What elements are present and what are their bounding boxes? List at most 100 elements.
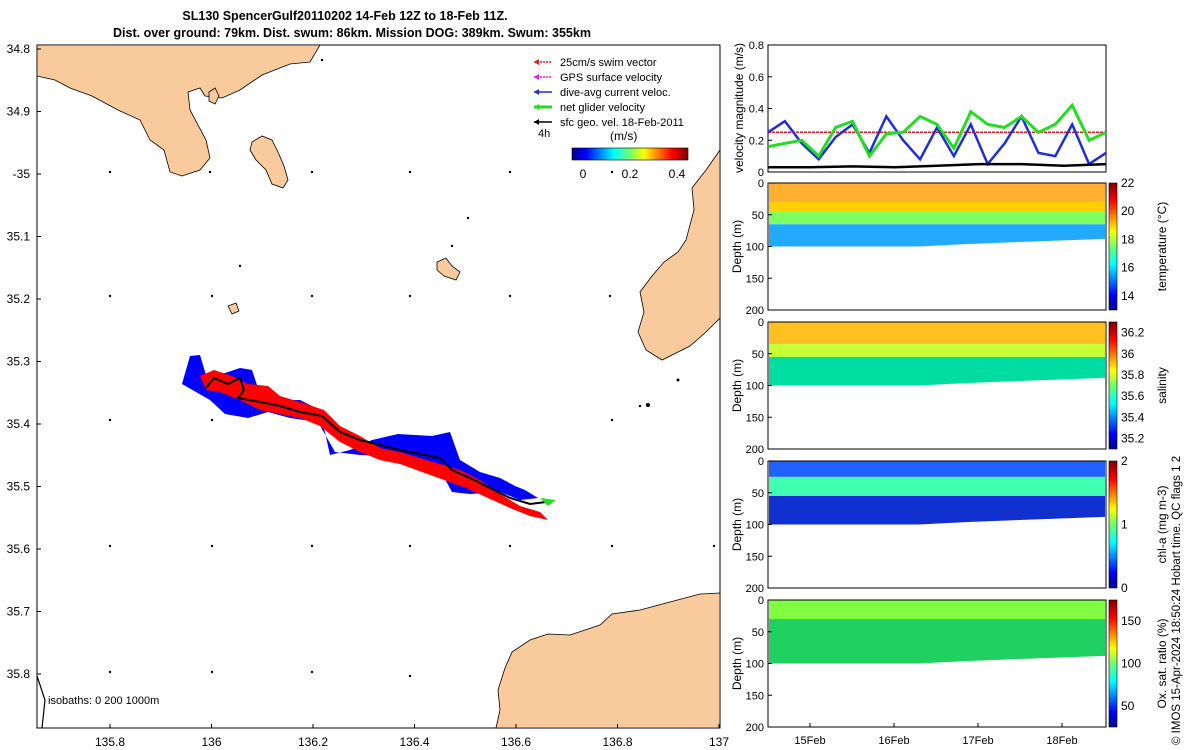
map-legend: 25cm/s swim vector GPS surface velocity di… xyxy=(534,57,684,129)
depth-tick-label: 200 xyxy=(746,444,764,456)
lat-tick-label: -35 xyxy=(13,167,31,181)
chart-title-line1: SL130 SpencerGulf20110202 14-Feb 12Z to … xyxy=(182,9,508,23)
colorbar-tick-label: 0.2 xyxy=(622,167,639,181)
data-coverage-mask xyxy=(769,377,1105,449)
map-colorbar-ticks: 0 0.2 0.4 xyxy=(580,167,686,181)
depth-tick-label: 150 xyxy=(746,551,764,563)
lat-tick-label: 35.8 xyxy=(7,667,31,681)
section-panel: 0 50 100 150 200 Depth (m) 0 1 2 chl-a (mg m-3) xyxy=(730,454,1169,595)
island-land xyxy=(208,87,220,105)
colorbar-tick-label: 16 xyxy=(1121,261,1135,275)
vel-tick-label: 0.4 xyxy=(749,104,764,116)
date-tick-label: 18Feb xyxy=(1046,735,1077,747)
lat-tick-label: 35.2 xyxy=(7,292,31,306)
colorbar-unit-label: (m/s) xyxy=(610,129,637,143)
coastline-left xyxy=(37,675,46,728)
depth-tick-label: 0 xyxy=(758,178,764,190)
depth-ylabel: Depth (m) xyxy=(730,359,744,412)
vel-tick-label: 0.6 xyxy=(749,72,764,84)
yorke-peninsula-land xyxy=(637,149,720,361)
depth-band xyxy=(769,344,1105,357)
vel-series-line xyxy=(768,102,1106,159)
land-areas xyxy=(37,45,720,728)
kangaroo-island-land xyxy=(495,592,720,728)
colorbar-tick-label: 150 xyxy=(1121,614,1141,628)
legend-label: sfc geo. vel. 18-Feb-2011 xyxy=(560,117,684,129)
date-tick-label: 16Feb xyxy=(878,735,909,747)
legend-label: dive-avg current veloc. xyxy=(560,87,671,99)
data-coverage-mask xyxy=(769,516,1105,588)
depth-band xyxy=(769,600,1105,620)
depth-tick-label: 100 xyxy=(746,659,764,671)
depth-band xyxy=(769,183,1105,203)
depth-tick-label: 150 xyxy=(746,273,764,285)
depth-tick-label: 100 xyxy=(746,520,764,532)
section-panel: 0 50 100 150 200 Depth (m) 35.2 35.4 35.6 35.8 36 3… xyxy=(730,317,1169,456)
depth-ylabel: Depth (m) xyxy=(730,498,744,551)
glider-track-line xyxy=(205,376,547,506)
depth-tick-label: 100 xyxy=(746,381,764,393)
depth-tick-label: 150 xyxy=(746,690,764,702)
vel-series-line xyxy=(768,113,1106,167)
island-land xyxy=(227,302,240,315)
map-colorbar xyxy=(571,147,689,161)
lat-tick-label: 35.1 xyxy=(7,230,31,244)
depth-tick-label: 0 xyxy=(758,595,764,607)
dive-avg-current-area xyxy=(182,355,538,500)
colorbar-tick-label: 1 xyxy=(1121,518,1128,532)
longitude-tick-labels: 135.8 136 136.2 136.4 136.6 136.8 137 xyxy=(95,724,729,749)
velocity-series xyxy=(768,102,1106,169)
vel-tick-label: 0.8 xyxy=(749,40,764,52)
depth-band xyxy=(769,211,1105,225)
lon-tick-label: 136.6 xyxy=(501,735,531,749)
lon-tick-label: 136.4 xyxy=(399,735,429,749)
colorbar-tick-label: 22 xyxy=(1121,176,1135,190)
copyright-note: © IMOS 15-Apr-2024 18:50:24 Hobart time.… xyxy=(1171,455,1183,745)
depth-band xyxy=(769,619,1105,664)
section-colorbar xyxy=(1108,599,1118,728)
date-tick-label: 17Feb xyxy=(962,735,993,747)
colorbar-tick-label: 35.6 xyxy=(1121,389,1145,403)
lon-tick-label: 135.8 xyxy=(95,735,125,749)
depth-tick-label: 200 xyxy=(746,305,764,317)
depth-band xyxy=(769,224,1105,247)
eyre-peninsula-land xyxy=(37,45,321,177)
date-tick-label: 15Feb xyxy=(794,735,825,747)
velocity-ylabel: velocity magnitude (m/s) xyxy=(732,43,746,173)
colorbar-tick-label: 50 xyxy=(1121,699,1135,713)
data-coverage-mask xyxy=(769,238,1105,310)
velocity-panel: 0 0.2 0.4 0.6 0.8 velocity magnitude (m/s) xyxy=(732,40,1107,179)
colorbar-tick-label: 2 xyxy=(1121,454,1128,468)
depth-tick-label: 50 xyxy=(752,349,764,361)
latitude-tick-labels: 34.8 34.9 -35 35.1 35.2 35.3 35.4 35.5 35.6 35.7 3… xyxy=(7,42,41,681)
lat-tick-label: 35.7 xyxy=(7,605,31,619)
island-land xyxy=(249,135,289,189)
colorbar-label: temperature (°C) xyxy=(1155,202,1169,292)
lat-tick-label: 35.6 xyxy=(7,542,31,556)
chart-title-line2: Dist. over ground: 79km. Dist. swum: 86k… xyxy=(113,26,591,40)
colorbar-tick-label: 35.4 xyxy=(1121,410,1145,424)
legend-label: 25cm/s swim vector xyxy=(560,57,657,69)
colorbar-tick-label: 36 xyxy=(1121,347,1135,361)
depth-band xyxy=(769,476,1105,496)
colorbar-label: Ox. sat. ratio (%) xyxy=(1155,618,1169,708)
depth-tick-label: 200 xyxy=(746,583,764,595)
lon-tick-label: 136 xyxy=(201,735,221,749)
depth-band xyxy=(769,461,1105,477)
shoreline-dots xyxy=(108,58,716,678)
depth-ylabel: Depth (m) xyxy=(730,220,744,273)
velocity-yticks: 0 0.2 0.4 0.6 0.8 xyxy=(749,40,772,179)
colorbar-tick-label: 18 xyxy=(1121,232,1135,246)
legend-arrowhead xyxy=(534,104,539,110)
lat-tick-label: 34.9 xyxy=(7,105,31,119)
vel-tick-label: 0 xyxy=(758,167,764,179)
colorbar-tick-label: 0.4 xyxy=(669,167,686,181)
depth-tick-label: 150 xyxy=(746,412,764,424)
depth-tick-label: 100 xyxy=(746,242,764,254)
legend-arrowhead xyxy=(534,89,539,95)
depth-band xyxy=(769,322,1105,345)
legend-arrowhead xyxy=(534,119,539,125)
section-panel: 0 50 100 150 200 Depth (m) 14 16 18 20 22 temperatu… xyxy=(730,176,1169,317)
